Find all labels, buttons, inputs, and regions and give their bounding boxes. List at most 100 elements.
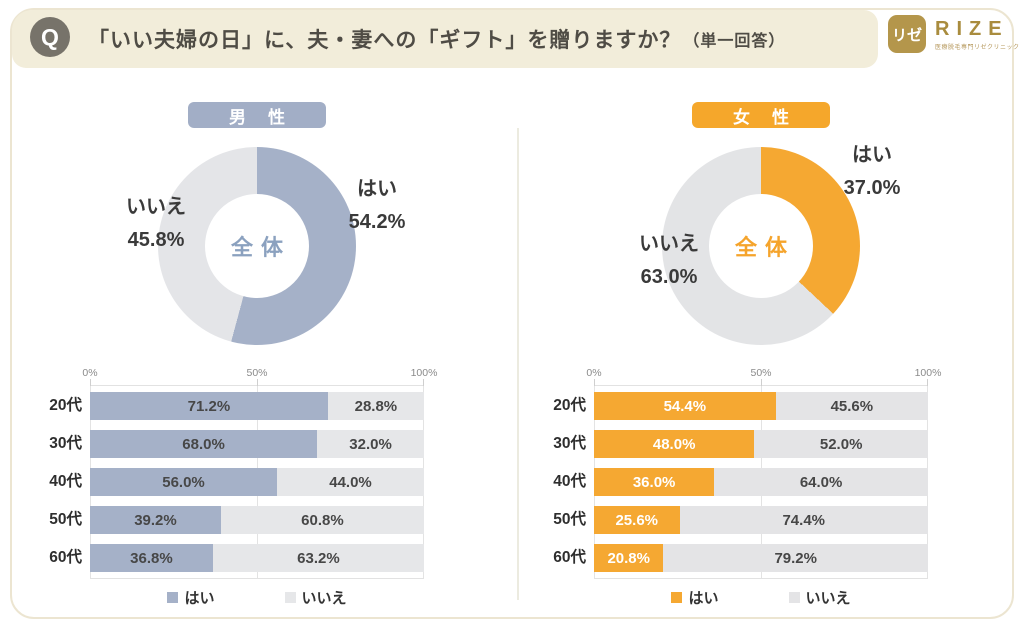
donut-center-label: 全体: [205, 194, 309, 298]
question-icon: Q: [30, 17, 70, 57]
bar-segment-yes: 54.4%: [594, 392, 776, 420]
bar-segment-no: 60.8%: [220, 506, 424, 534]
tick-mark: [927, 379, 928, 386]
legend-label: いいえ: [805, 590, 851, 607]
logo-brand: RIZE: [935, 18, 1009, 40]
donut-label-yes: はい 54.2%: [348, 178, 406, 233]
bar-segment-yes: 71.2%: [90, 392, 328, 420]
legend-item-yes: はい: [671, 587, 719, 608]
legend-item-yes: はい: [167, 587, 215, 608]
panel-male: 男性 全体 はい 54.2% いいえ 45.8% 0% 50% 100% 20代…: [30, 95, 500, 617]
bar-row: 20代 54.4% 45.6%: [553, 392, 928, 420]
barchart-male: 20代 71.2% 28.8% 30代 68.0% 32.0% 40代 56.0% 44.0% 5…: [49, 379, 424, 579]
bar-segment-yes: 56.0%: [90, 468, 278, 496]
bar-row: 20代 71.2% 28.8%: [49, 392, 424, 420]
tick-mark: [760, 379, 762, 386]
age-label: 50代: [49, 511, 82, 528]
bar-value: 20.8%: [607, 549, 650, 567]
tick-mark: [423, 379, 424, 386]
bar-value: 48.0%: [652, 435, 696, 453]
bar-row: 40代 36.0% 64.0%: [553, 468, 928, 496]
bar-segment-no: 45.6%: [775, 392, 928, 420]
bar-rows: 20代 54.4% 45.6% 30代 48.0% 52.0% 40代 36.0% 64.0% 5…: [553, 386, 928, 578]
age-label: 60代: [553, 549, 586, 566]
logo-tagline: 医療脱毛専門リゼクリニック: [935, 45, 1020, 51]
axis-tick-0: 0%: [586, 367, 602, 379]
barchart-female: 20代 54.4% 45.6% 30代 48.0% 52.0% 40代 36.0% 64.0% 5…: [553, 379, 928, 579]
bar-row: 50代 25.6% 74.4%: [553, 506, 928, 534]
logo-text: RIZE 医療脱毛専門リゼクリニック: [935, 15, 1020, 51]
bar-value: 28.8%: [354, 397, 398, 415]
bar-value: 68.0%: [182, 435, 225, 453]
age-label: 60代: [49, 549, 82, 566]
legend-swatch-no: [788, 592, 800, 603]
axis-tick-0: 0%: [82, 367, 98, 379]
age-label: 40代: [553, 473, 586, 490]
panel-divider: [517, 128, 519, 600]
bar-value: 63.2%: [297, 549, 340, 567]
bar-value: 52.0%: [819, 435, 863, 453]
tick-mark: [594, 379, 595, 386]
bar-value: 32.0%: [349, 435, 392, 453]
bar-segment-yes: 36.8%: [90, 544, 213, 572]
axis-tick-100: 100%: [410, 367, 438, 379]
bar-value: 79.2%: [774, 549, 817, 567]
bar-row: 60代 20.8% 79.2%: [553, 544, 928, 572]
bar-value: 36.8%: [130, 549, 173, 567]
legend-swatch-yes: [671, 592, 683, 603]
bar-value: 60.8%: [301, 511, 344, 529]
bar-value: 64.0%: [799, 473, 843, 491]
bar-segment-yes: 25.6%: [594, 506, 680, 534]
age-label: 30代: [553, 435, 586, 452]
title-note: （単一回答）: [683, 33, 786, 50]
bar-segment-no: 64.0%: [714, 468, 928, 496]
bar-row: 50代 39.2% 60.8%: [49, 506, 424, 534]
age-label: 20代: [553, 397, 586, 414]
bar-row: 30代 68.0% 32.0%: [49, 430, 424, 458]
donut-label-yes: はい 37.0%: [843, 144, 901, 199]
bar-value: 56.0%: [162, 473, 205, 491]
bar-segment-no: 52.0%: [754, 430, 928, 458]
panel-female: 女性 全体 はい 37.0% いいえ 63.0% 0% 50% 100% 20代…: [534, 95, 1004, 617]
tick-mark: [256, 379, 258, 386]
header-band: [12, 10, 878, 68]
bar-value: 74.4%: [782, 511, 826, 529]
legend-label: はい: [688, 590, 719, 607]
legend-label: はい: [184, 590, 215, 607]
axis-tick-50: 50%: [750, 367, 772, 379]
bar-segment-no: 63.2%: [212, 544, 424, 572]
legend-swatch-no: [284, 592, 296, 603]
legend-male: はい いいえ: [90, 587, 424, 608]
bar-value: 45.6%: [830, 397, 874, 415]
bar-rows: 20代 71.2% 28.8% 30代 68.0% 32.0% 40代 56.0% 44.0% 5…: [49, 386, 424, 578]
legend-female: はい いいえ: [594, 587, 928, 608]
age-label: 20代: [49, 397, 82, 414]
title-main: 「いい夫婦の日」に、夫・妻への「ギフト」を贈りますか？: [88, 29, 682, 52]
donut-chart-female: 全体: [662, 147, 860, 345]
donut-chart-male: 全体: [158, 147, 356, 345]
bar-value: 71.2%: [187, 397, 231, 415]
bar-value: 25.6%: [615, 511, 659, 529]
bar-value: 39.2%: [134, 511, 177, 529]
axis-tick-100: 100%: [914, 367, 942, 379]
bar-value: 54.4%: [663, 397, 707, 415]
bar-row: 60代 36.8% 63.2%: [49, 544, 424, 572]
brand-logo: リゼ RIZE 医療脱毛専門リゼクリニック: [888, 15, 1020, 53]
bar-segment-yes: 68.0%: [90, 430, 318, 458]
gender-badge-male: 男性: [188, 102, 326, 128]
bar-segment-yes: 39.2%: [90, 506, 221, 534]
bar-segment-yes: 36.0%: [594, 468, 715, 496]
bar-segment-no: 79.2%: [663, 544, 928, 572]
legend-swatch-yes: [167, 592, 179, 603]
legend-item-no: いいえ: [284, 587, 347, 608]
bar-row: 30代 48.0% 52.0%: [553, 430, 928, 458]
legend-item-no: いいえ: [788, 587, 851, 608]
age-label: 40代: [49, 473, 82, 490]
bar-segment-no: 32.0%: [317, 430, 424, 458]
bar-value: 36.0%: [632, 473, 676, 491]
donut-center-label: 全体: [709, 194, 813, 298]
bar-segment-no: 74.4%: [679, 506, 928, 534]
bar-segment-yes: 20.8%: [594, 544, 664, 572]
donut-label-no: いいえ 63.0%: [639, 233, 699, 288]
